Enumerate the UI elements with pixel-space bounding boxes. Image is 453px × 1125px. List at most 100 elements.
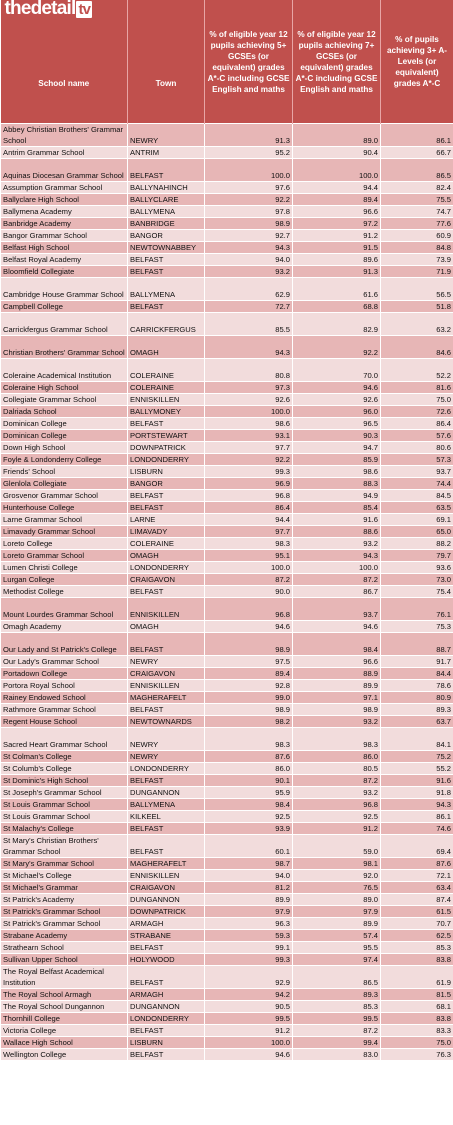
school-name-cell: Loreto Grammar School: [0, 549, 128, 562]
gcse7-cell: 100.0: [292, 561, 381, 574]
table-row: St Joseph's Grammar School DUNGANNON 95.9 9…: [0, 786, 453, 799]
school-name-cell: St Patrick's Academy: [0, 893, 128, 906]
alevel-cell: 72.1: [380, 869, 453, 882]
header-gcse5: % of eligible year 12 pupils achieving 5…: [204, 0, 293, 124]
header-town: Town: [127, 0, 205, 124]
table-row: St Mary's Christian Brothers' Grammar Sc…: [0, 834, 453, 858]
table-row: The Royal Belfast Academical Institution…: [0, 965, 453, 989]
gcse7-cell: 95.5: [292, 941, 381, 954]
alevel-cell: 79.7: [380, 549, 453, 562]
table-row: Rathmore Grammar School BELFAST 98.9 98.9 89…: [0, 703, 453, 716]
gcse5-cell: 96.9: [204, 477, 293, 490]
town-cell: BELFAST: [127, 265, 205, 278]
town-cell: NEWRY: [127, 123, 205, 147]
alevel-cell: 74.7: [380, 205, 453, 218]
table-row: Sacred Heart Grammar School NEWRY 98.3 98.3…: [0, 727, 453, 751]
alevel-cell: 56.5: [380, 277, 453, 301]
town-cell: BELFAST: [127, 822, 205, 835]
gcse7-cell: 96.8: [292, 798, 381, 811]
alevel-cell: 76.1: [380, 597, 453, 621]
table-row: Collegiate Grammar School ENNISKILLEN 92.6…: [0, 393, 453, 406]
gcse7-cell: 86.7: [292, 585, 381, 598]
school-name-cell: Bangor Grammar School: [0, 229, 128, 242]
table-row: Hunterhouse College BELFAST 86.4 85.4 63.5: [0, 501, 453, 514]
alevel-cell: 74.6: [380, 822, 453, 835]
table-row: Friends' School LISBURN 99.3 98.6 93.7: [0, 465, 453, 478]
table-row: St Mary's Grammar School MAGHERAFELT 98.7 9…: [0, 857, 453, 870]
gcse7-cell: 91.6: [292, 513, 381, 526]
gcse7-cell: 96.0: [292, 405, 381, 418]
alevel-cell: 55.2: [380, 762, 453, 775]
gcse7-cell: 85.4: [292, 501, 381, 514]
gcse7-cell: 76.5: [292, 881, 381, 894]
table-row: Strathearn School BELFAST 99.1 95.5 85.3: [0, 941, 453, 954]
gcse7-cell: 94.6: [292, 620, 381, 633]
header-alevel: % of pupils achieving 3+ A-Levels (or eq…: [380, 0, 453, 124]
town-cell: BELFAST: [127, 300, 205, 313]
gcse5-cell: 80.8: [204, 358, 293, 382]
gcse7-cell: 70.0: [292, 358, 381, 382]
gcse5-cell: 94.0: [204, 253, 293, 266]
alevel-cell: 91.7: [380, 655, 453, 668]
town-cell: LONDONDERRY: [127, 762, 205, 775]
town-cell: CRAIGAVON: [127, 667, 205, 680]
town-cell: BELFAST: [127, 1048, 205, 1061]
alevel-cell: 81.6: [380, 381, 453, 394]
gcse7-cell: 98.4: [292, 632, 381, 656]
gcse5-cell: 93.1: [204, 429, 293, 442]
town-cell: LISBURN: [127, 465, 205, 478]
gcse7-cell: 87.2: [292, 1024, 381, 1037]
town-cell: LONDONDERRY: [127, 561, 205, 574]
logo-suffix: tv: [76, 1, 93, 18]
gcse7-cell: 92.0: [292, 869, 381, 882]
alevel-cell: 63.4: [380, 881, 453, 894]
gcse5-cell: 91.3: [204, 123, 293, 147]
gcse7-cell: 94.7: [292, 441, 381, 454]
alevel-cell: 88.7: [380, 632, 453, 656]
header-school-label: School name: [38, 79, 90, 88]
town-cell: KILKEEL: [127, 810, 205, 823]
logo-text: thedetail: [4, 0, 77, 19]
gcse7-cell: 91.2: [292, 229, 381, 242]
gcse7-cell: 87.2: [292, 573, 381, 586]
table-row: Mount Lourdes Grammar School ENNISKILLEN 9…: [0, 597, 453, 621]
school-name-cell: St Dominic's High School: [0, 774, 128, 787]
table-row: Belfast High School NEWTOWNABBEY 94.3 91.5 8…: [0, 241, 453, 254]
gcse5-cell: 89.4: [204, 667, 293, 680]
table-row: Ballymena Academy BALLYMENA 97.8 96.6 74.7: [0, 205, 453, 218]
gcse7-cell: 98.9: [292, 703, 381, 716]
town-cell: OMAGH: [127, 620, 205, 633]
school-name-cell: Thornhill College: [0, 1012, 128, 1025]
gcse5-cell: 100.0: [204, 561, 293, 574]
alevel-cell: 75.0: [380, 393, 453, 406]
table-row: St Michael's Grammar CRAIGAVON 81.2 76.5 63.…: [0, 881, 453, 894]
alevel-cell: 61.9: [380, 965, 453, 989]
alevel-cell: 63.2: [380, 312, 453, 336]
alevel-cell: 80.6: [380, 441, 453, 454]
town-cell: NEWTOWNABBEY: [127, 241, 205, 254]
alevel-cell: 51.8: [380, 300, 453, 313]
gcse7-cell: 88.3: [292, 477, 381, 490]
alevel-cell: 91.6: [380, 774, 453, 787]
town-cell: BALLYMENA: [127, 277, 205, 301]
gcse7-cell: 97.1: [292, 691, 381, 704]
town-cell: ENNISKILLEN: [127, 393, 205, 406]
table-row: Methodist College BELFAST 90.0 86.7 75.4: [0, 585, 453, 598]
alevel-cell: 93.7: [380, 465, 453, 478]
alevel-cell: 78.6: [380, 679, 453, 692]
table-row: St Dominic's High School BELFAST 90.1 87.2 9…: [0, 774, 453, 787]
town-cell: LISBURN: [127, 1036, 205, 1049]
school-name-cell: Wallace High School: [0, 1036, 128, 1049]
alevel-cell: 86.4: [380, 417, 453, 430]
table-row: Aquinas Diocesan Grammar School BELFAST 10…: [0, 158, 453, 182]
gcse5-cell: 60.1: [204, 834, 293, 858]
school-name-cell: Portadown College: [0, 667, 128, 680]
school-name-cell: Belfast Royal Academy: [0, 253, 128, 266]
header-row: thedetail tv School name Town % of eligib…: [0, 0, 453, 124]
gcse5-cell: 96.8: [204, 489, 293, 502]
gcse5-cell: 100.0: [204, 1036, 293, 1049]
gcse5-cell: 94.6: [204, 1048, 293, 1061]
school-name-cell: Coleraine Academical Institution: [0, 358, 128, 382]
school-name-cell: Campbell College: [0, 300, 128, 313]
school-name-cell: St Louis Grammar School: [0, 798, 128, 811]
